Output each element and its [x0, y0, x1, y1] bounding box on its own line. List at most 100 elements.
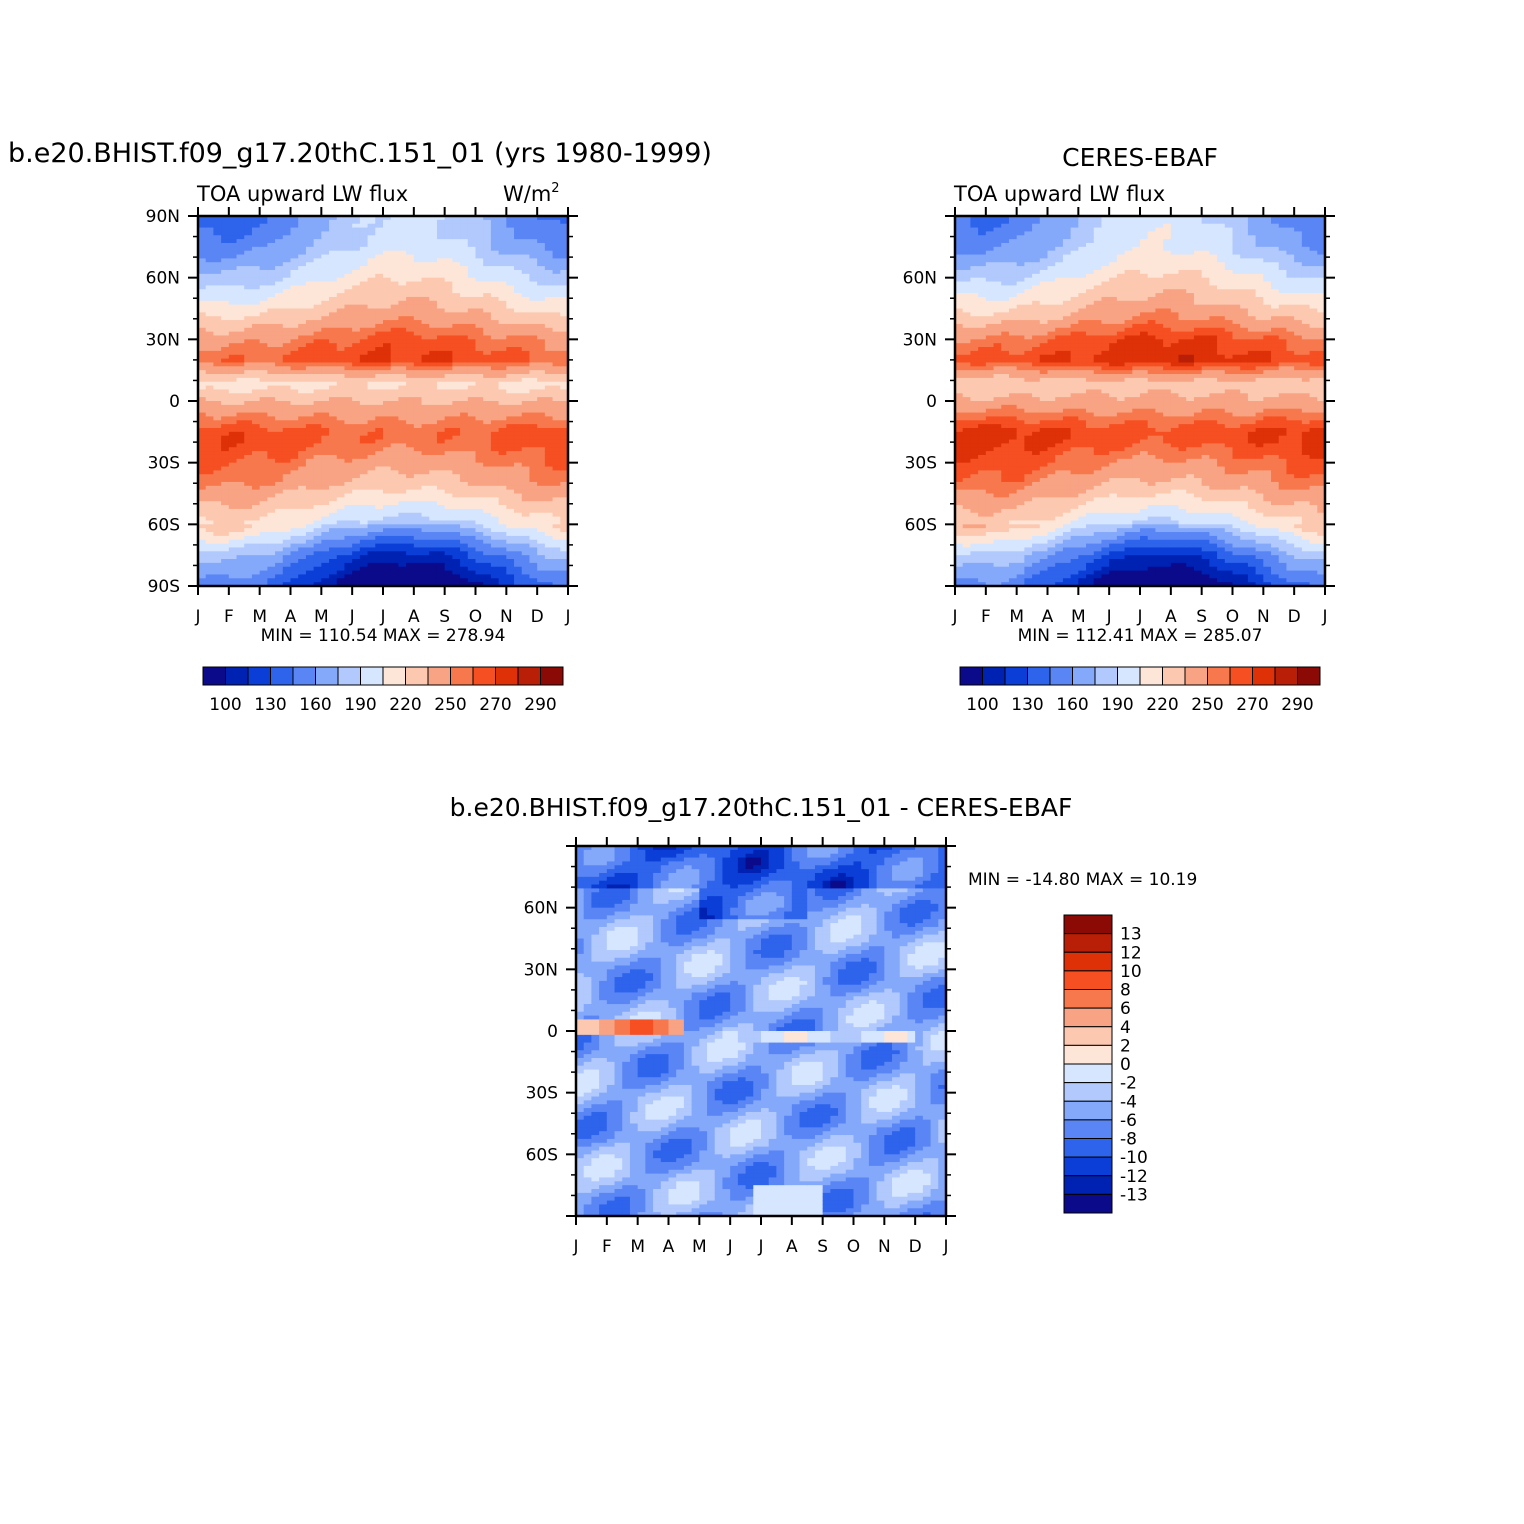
- field-cell: [282, 366, 292, 371]
- field-cell: [336, 377, 346, 383]
- field-cell: [298, 528, 307, 533]
- field-cell: [544, 427, 554, 433]
- field-cell: [275, 462, 284, 468]
- field-cell: [298, 374, 307, 379]
- field-cell: [228, 335, 238, 340]
- field-cell: [529, 370, 538, 375]
- field-cell: [329, 216, 338, 221]
- field-cell: [282, 312, 292, 317]
- field-cell: [198, 293, 207, 298]
- field-cell: [406, 323, 415, 329]
- field-cell: [198, 562, 207, 568]
- field-cell: [329, 470, 338, 475]
- field-cell: [305, 485, 315, 491]
- field-cell: [537, 366, 546, 371]
- field-cell: [213, 223, 222, 229]
- field-cell: [955, 435, 964, 441]
- field-cell: [955, 389, 964, 394]
- field-cell: [436, 478, 446, 483]
- field-cell: [236, 578, 245, 583]
- field-cell: [213, 512, 222, 518]
- field-cell: [490, 454, 500, 460]
- field-cell: [398, 293, 407, 298]
- field-cell: [962, 528, 972, 533]
- field-cell: [251, 528, 261, 533]
- field-cell: [475, 505, 484, 510]
- field-cell: [955, 570, 964, 576]
- field-cell: [228, 520, 238, 525]
- field-cell: [298, 377, 307, 383]
- field-cell: [290, 574, 299, 579]
- field-cell: [275, 559, 284, 564]
- field-cell: [467, 250, 477, 256]
- field-cell: [506, 516, 515, 522]
- field-cell: [290, 535, 299, 541]
- field-cell: [467, 354, 477, 360]
- field-cell: [955, 358, 964, 364]
- field-cell: [282, 335, 292, 340]
- field-cell: [475, 435, 484, 441]
- field-cell: [221, 293, 230, 298]
- field-cell: [359, 566, 369, 572]
- field-cell: [251, 427, 261, 433]
- field-cell: [352, 401, 361, 406]
- field-cell: [460, 516, 469, 522]
- field-cell: [313, 374, 322, 379]
- field-cell: [506, 239, 515, 244]
- field-cell: [490, 505, 500, 510]
- field-cell: [452, 485, 461, 491]
- field-cell: [521, 501, 531, 506]
- field-cell: [383, 250, 392, 256]
- field-cell: [267, 439, 276, 444]
- field-cell: [228, 582, 238, 587]
- field-cell: [383, 312, 392, 317]
- field-cell: [259, 343, 268, 348]
- field-cell: [313, 512, 322, 518]
- field-cell: [390, 520, 400, 525]
- field-cell: [275, 408, 284, 414]
- field-cell: [321, 462, 330, 468]
- field-cell: [267, 347, 276, 352]
- field-cell: [198, 223, 207, 229]
- field-cell: [290, 478, 299, 483]
- field-cell: [529, 300, 538, 306]
- field-cell: [490, 539, 500, 545]
- field-cell: [359, 366, 369, 371]
- field-cell: [244, 447, 253, 452]
- field-cell: [955, 539, 964, 545]
- field-cell: [390, 489, 400, 495]
- field-cell: [398, 285, 407, 290]
- field-cell: [336, 374, 346, 379]
- field-cell: [213, 250, 222, 256]
- field-cell: [552, 485, 561, 491]
- field-cell: [544, 239, 554, 244]
- field-cell: [521, 354, 531, 360]
- field-cell: [552, 312, 561, 317]
- field-cell: [321, 566, 330, 572]
- field-cell: [251, 262, 261, 267]
- field-cell: [251, 362, 261, 367]
- field-cell: [460, 466, 469, 471]
- field-cell: [336, 443, 346, 448]
- field-cell: [429, 559, 438, 564]
- field-cell: [544, 478, 554, 483]
- field-cell: [282, 555, 292, 560]
- field-cell: [213, 431, 222, 437]
- field-cell: [383, 497, 392, 502]
- field-cell: [544, 416, 554, 421]
- field-cell: [467, 385, 477, 391]
- field-cell: [213, 343, 222, 348]
- field-cell: [475, 508, 484, 514]
- field-cell: [490, 397, 500, 402]
- field-cell: [359, 385, 369, 391]
- field-cell: [344, 420, 353, 425]
- field-cell: [359, 358, 369, 364]
- field-cell: [460, 242, 469, 248]
- field-cell: [213, 362, 222, 367]
- field-cell: [537, 227, 546, 233]
- field-cell: [529, 219, 538, 225]
- field-cell: [321, 539, 330, 545]
- field-cell: [282, 562, 292, 568]
- field-cell: [251, 358, 261, 364]
- field-cell: [344, 443, 353, 448]
